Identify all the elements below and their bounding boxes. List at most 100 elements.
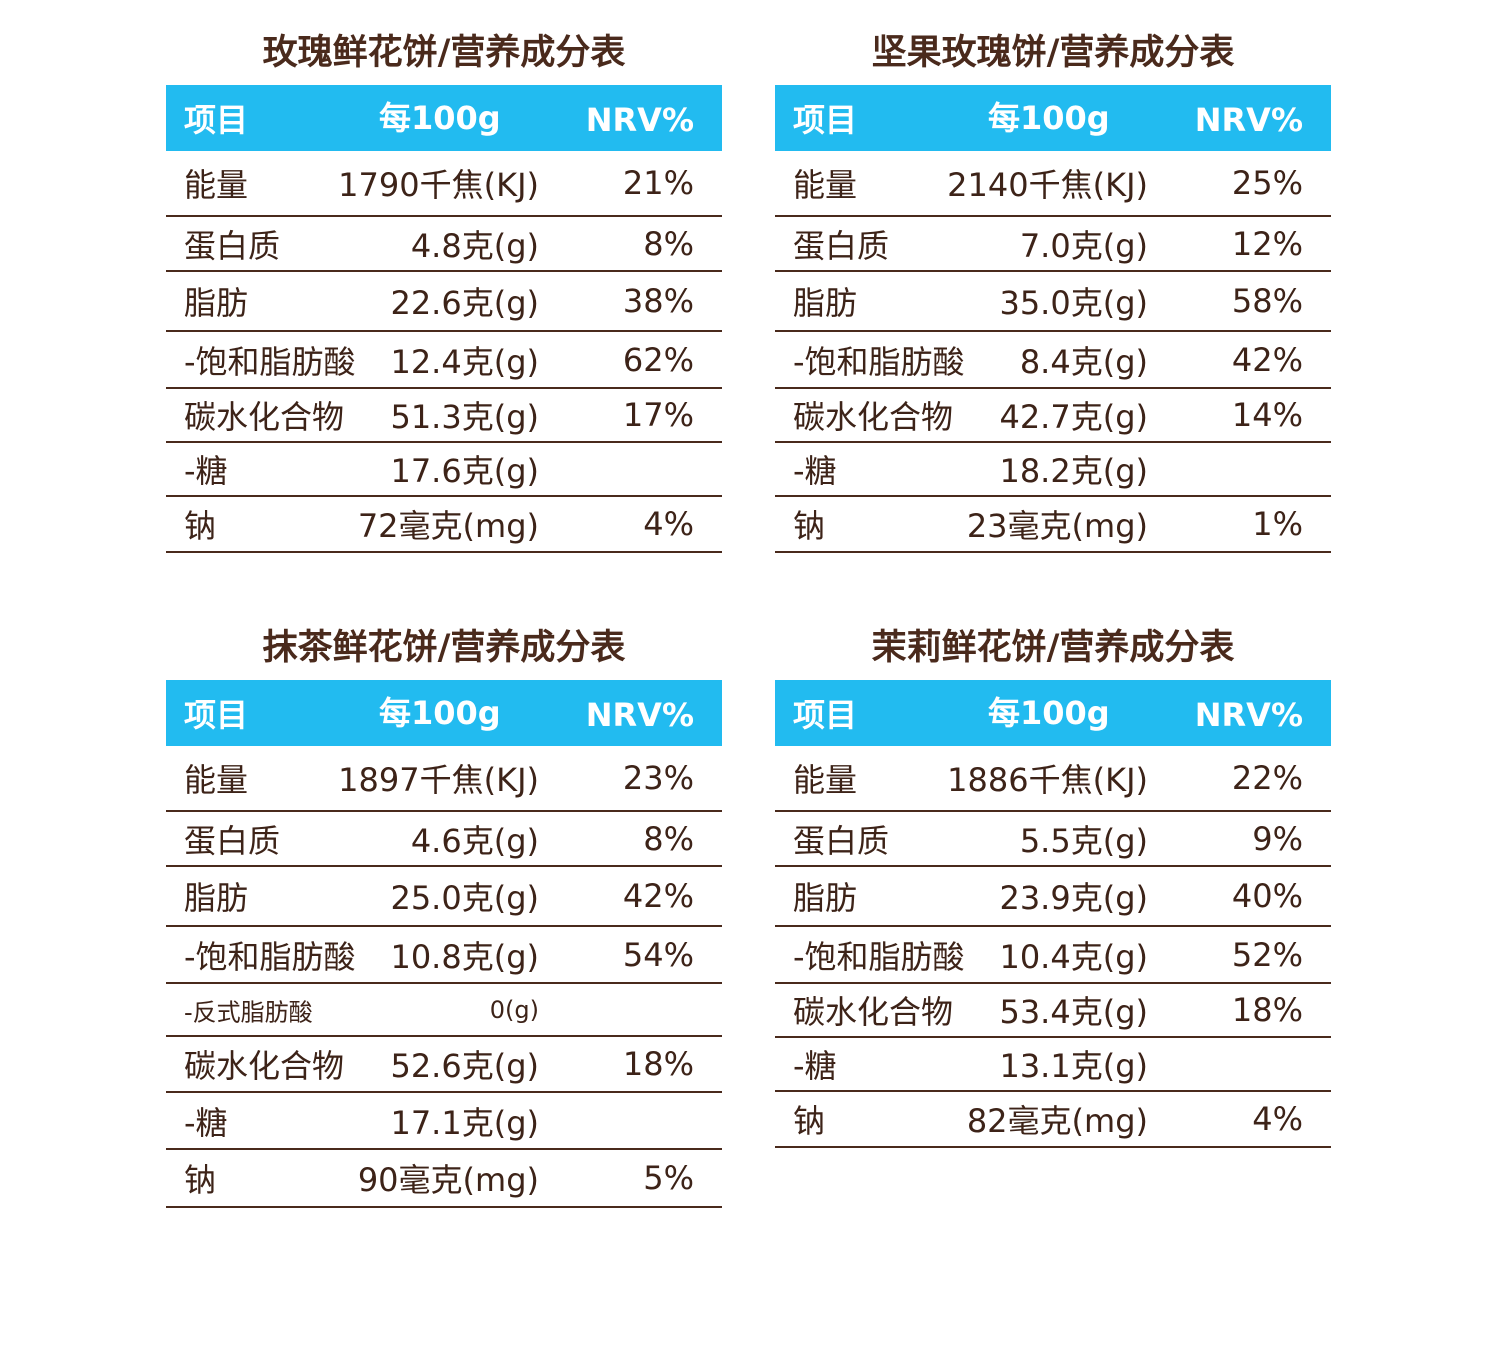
header-item: 项目 xyxy=(793,696,858,734)
row-nrv: 8% xyxy=(643,819,694,858)
table-row: -反式脂肪酸 0(g) xyxy=(166,984,722,1037)
row-amount: 13.1克(g) xyxy=(999,1047,1148,1085)
table-row: -糖 13.1克(g) xyxy=(775,1038,1331,1092)
row-nrv: 62% xyxy=(622,340,694,379)
row-nrv: 38% xyxy=(622,282,694,320)
table-row: 脂肪 22.6克(g) 38% xyxy=(166,272,722,332)
table-row: 脂肪 35.0克(g) 58% xyxy=(775,272,1331,332)
nutrition-panel-jasmine: 茉莉鲜花饼/营养成分表 项目 每100g NRV% 能量 1886千焦(KJ) … xyxy=(775,595,1331,1155)
row-amount: 51.3克(g) xyxy=(390,398,539,436)
row-amount: 23.9克(g) xyxy=(999,879,1148,917)
table-row: -饱和脂肪酸 10.8克(g) 54% xyxy=(166,927,722,984)
table-row: 蛋白质 4.6克(g) 8% xyxy=(166,812,722,867)
table-row: 碳水化合物 51.3克(g) 17% xyxy=(166,389,722,443)
row-amount: 1886千焦(KJ) xyxy=(947,761,1148,799)
row-name: 碳水化合物 xyxy=(793,993,954,1031)
table-row: 碳水化合物 53.4克(g) 18% xyxy=(775,984,1331,1038)
row-amount: 82毫克(mg) xyxy=(966,1102,1148,1140)
row-name: -饱和脂肪酸 xyxy=(184,342,356,381)
row-name: 碳水化合物 xyxy=(793,398,954,436)
row-nrv: 14% xyxy=(1231,396,1303,434)
row-nrv: 23% xyxy=(622,759,694,797)
row-amount: 52.6克(g) xyxy=(390,1047,539,1085)
row-amount: 53.4克(g) xyxy=(999,993,1148,1031)
table-row: 碳水化合物 52.6克(g) 18% xyxy=(166,1037,722,1093)
row-amount: 12.4克(g) xyxy=(390,342,539,381)
table-row: 钠 23毫克(mg) 1% xyxy=(775,497,1331,553)
header-nrv: NRV% xyxy=(1194,101,1303,139)
row-nrv: 54% xyxy=(622,935,694,974)
table-row: -糖 17.1克(g) xyxy=(166,1093,722,1150)
header-amount: 每100g xyxy=(379,694,501,732)
row-name: 脂肪 xyxy=(184,284,249,322)
table-row: 钠 90毫克(mg) 5% xyxy=(166,1150,722,1208)
header-item: 项目 xyxy=(793,101,858,139)
row-name: -饱和脂肪酸 xyxy=(793,937,965,976)
row-amount: 23毫克(mg) xyxy=(966,507,1148,545)
header-item: 项目 xyxy=(184,696,249,734)
row-amount: 10.4克(g) xyxy=(999,937,1148,976)
row-name: 能量 xyxy=(184,166,249,204)
row-nrv: 9% xyxy=(1252,819,1303,858)
table-row: 脂肪 25.0克(g) 42% xyxy=(166,867,722,927)
row-name: -饱和脂肪酸 xyxy=(793,342,965,381)
row-nrv: 1% xyxy=(1252,505,1303,543)
row-nrv: 17% xyxy=(622,396,694,434)
nutrition-panel-nut-rose: 坚果玫瑰饼/营养成分表 项目 每100g NRV% 能量 2140千焦(KJ) … xyxy=(775,0,1331,560)
row-nrv: 21% xyxy=(622,164,694,202)
row-nrv: 18% xyxy=(1231,991,1303,1029)
row-nrv: 42% xyxy=(622,877,694,915)
panel-title: 抹茶鲜花饼/营养成分表 xyxy=(262,628,626,668)
row-amount: 18.2克(g) xyxy=(999,452,1148,490)
table-header: 项目 每100g NRV% xyxy=(166,680,722,746)
table-row: 能量 1790千焦(KJ) 21% xyxy=(166,151,722,217)
table-row: 能量 2140千焦(KJ) 25% xyxy=(775,151,1331,217)
row-amount: 1790千焦(KJ) xyxy=(338,166,539,204)
row-name: 能量 xyxy=(793,761,858,799)
table-row: 蛋白质 7.0克(g) 12% xyxy=(775,217,1331,272)
row-name: 钠 xyxy=(793,507,826,545)
table-row: -饱和脂肪酸 8.4克(g) 42% xyxy=(775,332,1331,389)
header-amount: 每100g xyxy=(988,694,1110,732)
panel-title: 茉莉鲜花饼/营养成分表 xyxy=(871,628,1235,668)
row-amount: 35.0克(g) xyxy=(999,284,1148,322)
row-nrv: 4% xyxy=(1252,1100,1303,1138)
row-amount: 72毫克(mg) xyxy=(357,507,539,545)
row-nrv: 58% xyxy=(1231,282,1303,320)
row-name: -糖 xyxy=(184,452,228,490)
panel-title: 坚果玫瑰饼/营养成分表 xyxy=(871,33,1235,73)
table-header: 项目 每100g NRV% xyxy=(775,680,1331,746)
row-name: 脂肪 xyxy=(793,284,858,322)
row-amount: 10.8克(g) xyxy=(390,937,539,976)
row-nrv: 42% xyxy=(1231,340,1303,379)
row-name: -饱和脂肪酸 xyxy=(184,937,356,976)
row-amount: 5.5克(g) xyxy=(1019,821,1148,860)
table-row: -饱和脂肪酸 12.4克(g) 62% xyxy=(166,332,722,389)
row-amount: 4.6克(g) xyxy=(410,821,539,860)
row-nrv: 12% xyxy=(1231,224,1303,263)
row-nrv: 4% xyxy=(643,505,694,543)
table-row: 钠 72毫克(mg) 4% xyxy=(166,497,722,553)
header-amount: 每100g xyxy=(988,99,1110,137)
table-row: 能量 1897千焦(KJ) 23% xyxy=(166,746,722,812)
row-nrv: 40% xyxy=(1231,877,1303,915)
table-row: -糖 18.2克(g) xyxy=(775,443,1331,497)
row-amount: 17.1克(g) xyxy=(390,1103,539,1142)
row-name: 脂肪 xyxy=(793,879,858,917)
row-name: -糖 xyxy=(184,1103,228,1142)
header-nrv: NRV% xyxy=(1194,696,1303,734)
row-amount: 25.0克(g) xyxy=(390,879,539,917)
row-name: 钠 xyxy=(793,1102,826,1140)
row-name: -糖 xyxy=(793,452,837,490)
row-nrv: 52% xyxy=(1231,935,1303,974)
row-nrv: 25% xyxy=(1231,164,1303,202)
row-name: 蛋白质 xyxy=(793,226,890,265)
row-nrv: 18% xyxy=(622,1045,694,1083)
row-nrv: 8% xyxy=(643,224,694,263)
row-amount: 2140千焦(KJ) xyxy=(947,166,1148,204)
nutrition-panel-rose: 玫瑰鲜花饼/营养成分表 项目 每100g NRV% 能量 1790千焦(KJ) … xyxy=(166,0,722,560)
row-name: 脂肪 xyxy=(184,879,249,917)
header-item: 项目 xyxy=(184,101,249,139)
header-nrv: NRV% xyxy=(585,101,694,139)
table-row: 碳水化合物 42.7克(g) 14% xyxy=(775,389,1331,443)
